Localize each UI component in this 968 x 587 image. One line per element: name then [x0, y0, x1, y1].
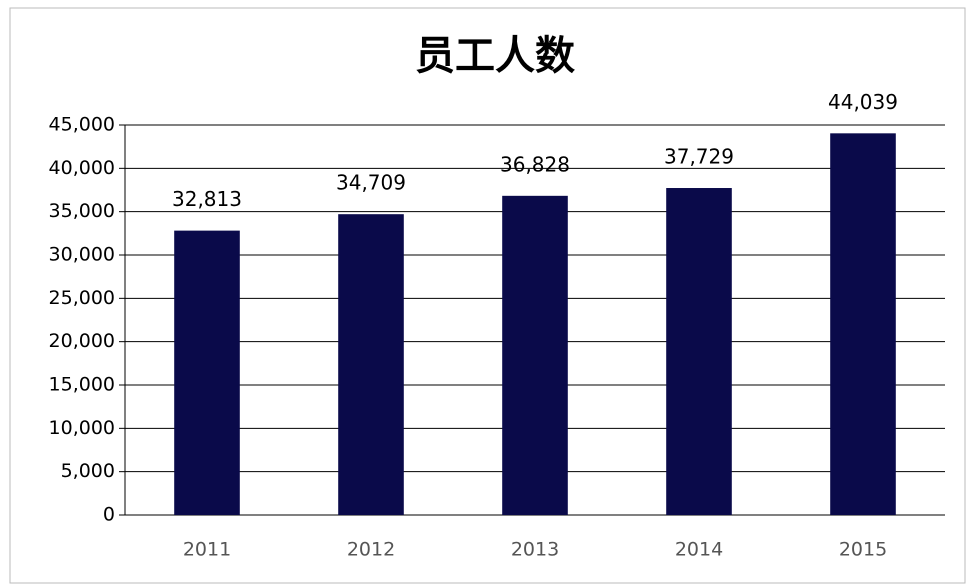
y-tick-label: 20,000 [49, 330, 115, 352]
bar [830, 133, 896, 515]
y-tick-label: 15,000 [49, 374, 115, 396]
y-tick-label: 30,000 [49, 244, 115, 266]
y-tick-label: 10,000 [49, 417, 115, 439]
y-tick-label: 0 [103, 504, 115, 526]
value-label: 44,039 [828, 90, 898, 114]
x-tick-label: 2013 [511, 539, 559, 561]
chart-title: 员工人数 [415, 33, 575, 79]
x-tick-label: 2012 [347, 539, 395, 561]
value-label: 32,813 [172, 187, 242, 211]
x-tick-label: 2015 [839, 539, 887, 561]
bar [666, 188, 732, 516]
y-tick-label: 25,000 [49, 287, 115, 309]
bar [338, 214, 404, 515]
y-tick-label: 5,000 [61, 460, 115, 482]
x-tick-label: 2014 [675, 539, 723, 561]
bar [174, 230, 240, 515]
value-label: 37,729 [664, 145, 734, 169]
value-label: 34,709 [336, 171, 406, 195]
y-tick-label: 45,000 [49, 114, 115, 136]
bar [502, 195, 568, 515]
chart-frame [9, 7, 966, 584]
y-tick-label: 40,000 [49, 157, 115, 179]
x-tick-label: 2011 [183, 539, 231, 561]
y-tick-label: 35,000 [49, 200, 115, 222]
value-label: 36,828 [500, 152, 570, 176]
